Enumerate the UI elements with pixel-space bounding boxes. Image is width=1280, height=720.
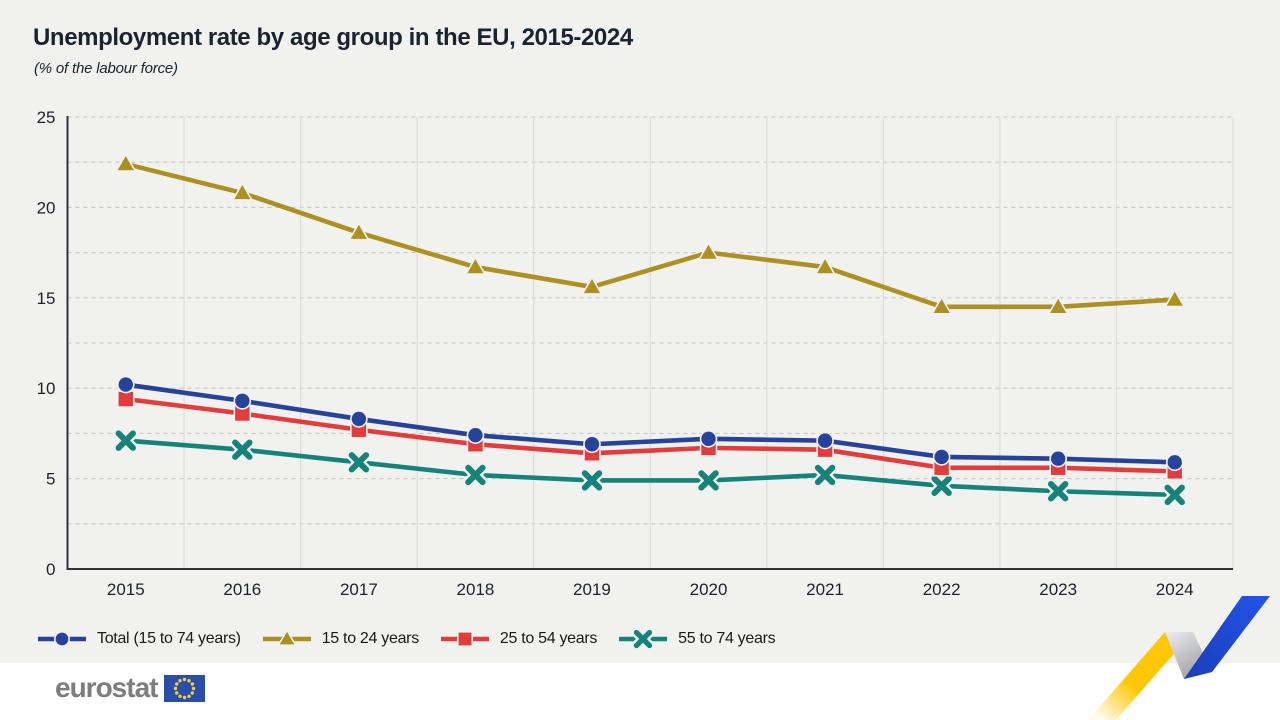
page-background [0, 0, 1280, 663]
circle-marker-icon [38, 631, 86, 647]
legend-item-2: 25 to 54 years [439, 628, 597, 650]
chart-subtitle: (% of the labour force) [34, 59, 178, 77]
page-title: Unemployment rate by age group in the EU… [33, 24, 633, 51]
series-15-to-24-years [114, 152, 1186, 315]
x-axis-tick: 2021 [806, 580, 844, 599]
x-axis-tick: 2016 [223, 580, 261, 599]
chart-legend: Total (15 to 74 years) 15 to 24 years 25 t… [36, 628, 776, 650]
x-axis-tick: 2018 [457, 580, 495, 599]
gridlines [67, 116, 1234, 569]
flag-star [187, 694, 192, 698]
series-line [125, 396, 1175, 474]
y-axis-tick: 0 [46, 560, 55, 579]
series-total-15-to-74-years [116, 375, 1184, 472]
x-axis-labels: 2015 2016 2017 2018 2019 2020 2021 2022 2023 2024 [107, 580, 1194, 599]
x-axis-tick: 2020 [690, 580, 728, 599]
y-axis-tick: 15 [37, 289, 56, 308]
ribbon-decoration [1088, 596, 1270, 720]
y-axis-tick: 10 [37, 379, 56, 398]
y-axis-tick: 5 [46, 470, 55, 489]
legend-item-0: Total (15 to 74 years) [36, 628, 241, 650]
y-axis-labels: 0 5 10 15 20 25 [37, 108, 56, 579]
flag-star [191, 690, 195, 695]
x-axis-tick: 2022 [923, 580, 961, 599]
ribbon-blue-band [1184, 596, 1270, 679]
footer-strip [0, 663, 1280, 720]
legend-label: 55 to 74 years [678, 630, 776, 647]
flag-star [175, 690, 179, 695]
x-axis-tick: 2015 [107, 580, 145, 599]
x-axis-tick: 2017 [340, 580, 378, 599]
legend-item-3: 55 to 74 years [617, 628, 776, 650]
series-line [125, 161, 1175, 310]
legend-label: Total (15 to 74 years) [97, 630, 241, 647]
legend-item-1: 15 to 24 years [261, 628, 419, 650]
eurostat-logo-text: eurostat [55, 672, 158, 703]
triangle-marker-icon [262, 628, 311, 646]
axes [66, 116, 1233, 570]
x-axis-tick: 2024 [1156, 580, 1194, 599]
flag-star [175, 681, 179, 686]
y-axis-tick: 25 [37, 108, 56, 127]
x-axis-tick: 2019 [573, 580, 611, 599]
flag-star [183, 695, 187, 699]
flag-star [191, 681, 195, 686]
series-line [125, 438, 1175, 498]
eurostat-logo: eurostat [55, 672, 206, 703]
legend-label: 15 to 24 years [321, 630, 420, 647]
x-axis-tick: 2023 [1039, 580, 1077, 599]
ribbon-yellow-band [1088, 632, 1193, 720]
flag-star [187, 678, 192, 682]
flag-star [174, 686, 178, 690]
legend-label: 25 to 54 years [499, 630, 598, 647]
series-line [125, 382, 1175, 465]
eu-flag-icon [164, 674, 206, 702]
square-marker-icon [440, 630, 489, 647]
flag-star [178, 694, 183, 698]
flag-star [178, 678, 183, 682]
series-55-to-74-years [113, 428, 1188, 508]
y-axis-tick: 20 [37, 198, 56, 217]
title-block: Unemployment rate by age group in the EU… [33, 24, 633, 77]
flag-star [192, 686, 196, 690]
flag-star [183, 677, 187, 681]
x-marker-icon [619, 628, 668, 650]
